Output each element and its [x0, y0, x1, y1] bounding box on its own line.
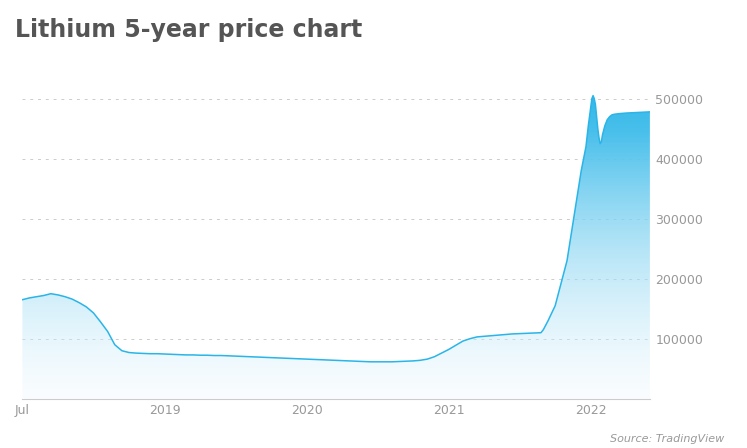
Text: Lithium 5-year price chart: Lithium 5-year price chart	[15, 18, 362, 42]
Text: Source: TradingView: Source: TradingView	[610, 434, 725, 444]
